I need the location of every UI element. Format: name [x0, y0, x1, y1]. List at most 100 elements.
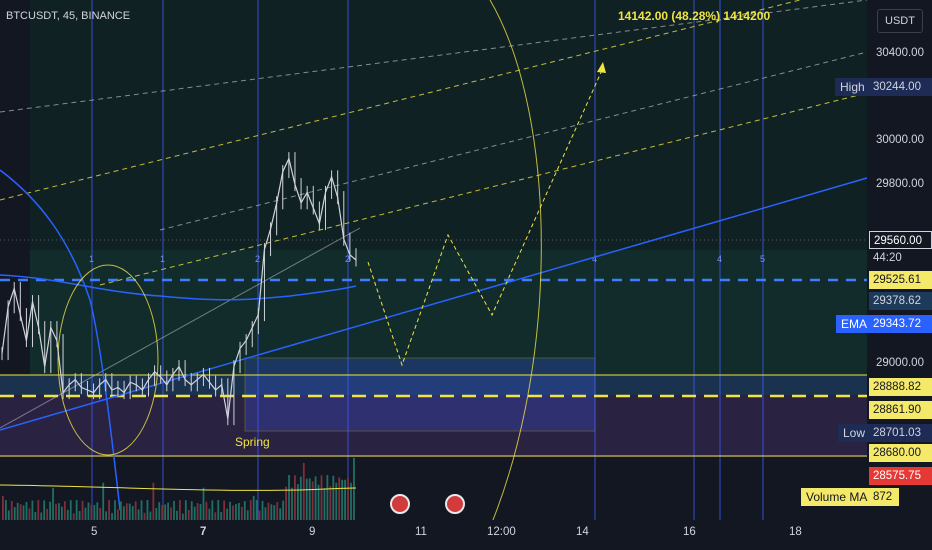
- low-price-label: 28701.03: [869, 424, 932, 442]
- volume-bar: [4, 500, 7, 520]
- volume-ma-value: 872: [869, 488, 899, 506]
- volume-bar: [211, 500, 214, 520]
- volume-bar: [311, 481, 314, 520]
- volume-bar: [158, 502, 161, 520]
- volume-bar: [196, 503, 199, 520]
- price-tick: 29800.00: [876, 178, 924, 190]
- measure-readout: 14142.00 (48.28%) 1414200: [618, 9, 771, 23]
- volume-bar: [347, 477, 349, 520]
- volume-bar: [220, 512, 223, 520]
- volume-bar: [205, 501, 208, 520]
- volume-bar: [335, 482, 338, 520]
- volume-bar: [114, 500, 116, 520]
- ema-arc-left: [0, 169, 121, 511]
- volume-bar: [202, 487, 205, 520]
- volume-bar: [81, 500, 84, 520]
- volume-bar: [96, 502, 99, 520]
- price-line: [1, 156, 357, 419]
- volume-ma-tag: Volume MA: [801, 488, 873, 506]
- volume-bar: [294, 475, 296, 520]
- cycle-numbers: 1 1 2 2 4 4 5: [89, 254, 765, 264]
- volume-bar: [338, 477, 341, 520]
- volume-bar: [270, 504, 273, 520]
- volume-bar: [93, 504, 96, 520]
- volume-bar: [323, 488, 326, 520]
- projection-arrow: [597, 62, 606, 73]
- volume-bar: [173, 500, 175, 520]
- price-tick: 30400.00: [876, 47, 924, 59]
- volume-bar: [55, 503, 57, 520]
- volume-bar: [125, 503, 128, 520]
- volume-ma-line: [0, 484, 357, 491]
- volume-bar: [152, 482, 155, 520]
- svg-text:4: 4: [592, 254, 597, 264]
- volume-bar: [137, 509, 140, 520]
- level-label: 28888.82: [869, 378, 932, 396]
- volume-bar: [232, 505, 234, 520]
- blue-zone: [0, 375, 867, 395]
- volume-bar: [317, 484, 320, 520]
- time-tick: 7: [200, 526, 207, 538]
- volume-bar: [329, 486, 332, 520]
- volume-bar: [249, 500, 252, 520]
- volume-bar: [99, 507, 102, 520]
- event-flag-icon[interactable]: [390, 494, 410, 514]
- time-tick: 12:00: [487, 526, 516, 538]
- level-label: 29525.61: [869, 271, 932, 289]
- event-flag-icon[interactable]: [445, 494, 465, 514]
- volume-bar: [120, 501, 122, 520]
- volume-bar: [149, 511, 152, 520]
- volume-bar: [252, 495, 255, 520]
- volume-bar: [108, 500, 110, 520]
- projection-path: [367, 67, 604, 367]
- volume-bar: [299, 476, 302, 520]
- volume-bar: [229, 501, 231, 520]
- volume-bar: [279, 508, 282, 520]
- volume-bar: [25, 501, 28, 520]
- level-label: 28575.75: [869, 467, 932, 485]
- volume-bar: [314, 476, 317, 520]
- volume-bar: [276, 502, 279, 520]
- volume-bar: [190, 501, 193, 520]
- volume-bar: [179, 500, 181, 520]
- level-label: 28680.00: [869, 444, 932, 462]
- volume-bar: [258, 510, 261, 520]
- ema-tag: EMA: [836, 315, 873, 333]
- price-series: [1, 152, 357, 426]
- volume-bar: [28, 508, 31, 520]
- volume-bar: [111, 513, 113, 520]
- volume-bar: [223, 500, 226, 520]
- current-price-label: 29560.00: [869, 231, 932, 249]
- volume-bar: [52, 487, 54, 520]
- volume-bar: [208, 508, 211, 520]
- volume-bar: [46, 508, 49, 520]
- volume-bar: [146, 500, 149, 520]
- symbol-title: BTCUSDT, 45, BINANCE: [6, 10, 131, 22]
- volume-bar: [49, 501, 51, 520]
- trend-line-light: [0, 227, 361, 429]
- volume-bar: [13, 507, 16, 520]
- volume-bar: [102, 482, 105, 520]
- volume-bar: [164, 504, 167, 520]
- volume-bar: [243, 501, 246, 520]
- price-chart[interactable]: 1 1 2 2 4 4 5: [0, 0, 932, 520]
- volume-bar: [128, 503, 131, 520]
- volume-bar: [122, 506, 125, 520]
- price-tick: 29000.00: [876, 357, 924, 369]
- time-tick: 9: [309, 526, 316, 538]
- svg-text:4: 4: [717, 254, 722, 264]
- volume-bar: [273, 505, 276, 520]
- volume-bar: [226, 508, 228, 520]
- volume-bar: [155, 508, 158, 520]
- volume-bar: [187, 510, 190, 520]
- spring-annotation: Spring: [235, 435, 270, 449]
- volume-bar: [246, 510, 249, 520]
- volume-bar: [117, 509, 119, 520]
- ema-line: [0, 274, 357, 301]
- volume-bar: [84, 507, 87, 520]
- volume-bar: [199, 503, 202, 520]
- volume-bar: [320, 475, 323, 520]
- currency-button[interactable]: USDT: [877, 9, 923, 33]
- volume-bar: [217, 500, 220, 520]
- level-label: 28861.90: [869, 401, 932, 419]
